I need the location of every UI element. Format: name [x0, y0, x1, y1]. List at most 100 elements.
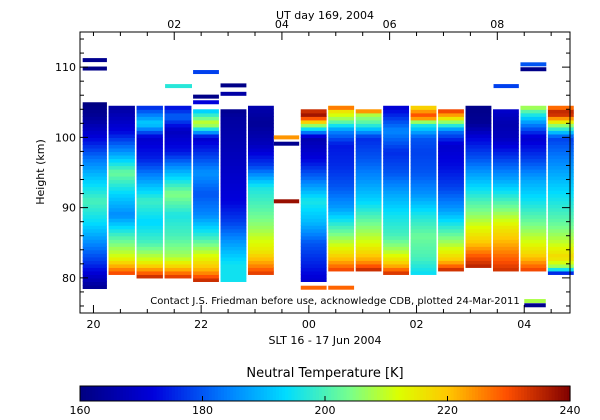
heatmap-cell [300, 137, 327, 142]
heatmap-cell [193, 207, 219, 212]
heatmap-cell [410, 112, 437, 117]
heatmap-cell [300, 119, 327, 124]
heatmap-cell [410, 228, 437, 233]
heatmap-cell [520, 158, 547, 163]
colorbar-segment [496, 386, 501, 401]
heatmap-cell [300, 221, 327, 226]
heatmap-cell [520, 204, 547, 209]
heatmap-cell [410, 207, 437, 212]
colorbar-segment [517, 386, 522, 401]
heatmap-cell [248, 214, 274, 219]
colorbar-segment [432, 386, 436, 401]
heatmap-cell [136, 147, 163, 153]
heatmap-cell [493, 130, 519, 135]
heatmap-cell [520, 211, 547, 216]
colorbar-segment [484, 386, 488, 401]
heatmap-cell [328, 165, 355, 170]
heatmap-cell [355, 158, 382, 163]
heatmap-cell [108, 137, 135, 142]
heatmap-cell [547, 161, 574, 167]
heatmap-cell [438, 225, 464, 230]
heatmap-cell [164, 183, 192, 188]
colorbar-segment [416, 386, 421, 401]
heatmap-cell [465, 137, 492, 142]
colorbar-segment [239, 386, 243, 401]
heatmap-cell [108, 165, 135, 170]
heatmap-cell [520, 256, 547, 261]
heatmap-cell [493, 158, 519, 163]
heatmap-cell [465, 147, 492, 153]
heatmap-cell [547, 214, 574, 219]
heatmap-cell [493, 249, 519, 254]
heatmap-cell [493, 242, 519, 247]
heatmap-cell [438, 232, 464, 237]
heatmap-cell [465, 126, 492, 131]
heatmap-cell [383, 183, 409, 188]
heatmap-cell [328, 235, 355, 240]
heatmap-cell [465, 256, 492, 261]
x-tick-label: 00 [302, 318, 316, 331]
heatmap-cell [193, 225, 219, 230]
heatmap-cell [136, 218, 163, 223]
heatmap-cell [108, 214, 135, 219]
colorbar-segment [181, 386, 185, 401]
colorbar-segment [230, 386, 234, 401]
colorbar-segment [187, 386, 191, 401]
heatmap-cell [220, 116, 247, 121]
heatmap-cell [220, 190, 247, 195]
heatmap-cell [328, 232, 355, 237]
heatmap-cell [300, 218, 327, 223]
heatmap-cell [82, 179, 107, 184]
heatmap-cell [164, 161, 192, 167]
heatmap-cell [248, 256, 274, 261]
heatmap-cell [493, 204, 519, 209]
heatmap-cell [383, 211, 409, 216]
heatmap-cell [547, 176, 574, 181]
heatmap-cell [300, 126, 327, 131]
heatmap-cell [220, 277, 247, 282]
heatmap-cell [355, 161, 382, 167]
heatmap-cell [383, 267, 409, 272]
heatmap-cell [547, 235, 574, 240]
colorbar-segment [530, 386, 534, 401]
heatmap-cell [520, 109, 547, 114]
colorbar-segment [113, 386, 118, 401]
heatmap-cell [136, 119, 163, 124]
heatmap-cell [438, 123, 464, 128]
heatmap-cell [220, 154, 247, 160]
heatmap-cell [82, 130, 107, 135]
heatmap-cell [300, 154, 327, 160]
heatmap-cell [410, 235, 437, 240]
heatmap-cell [193, 109, 219, 114]
heatmap-cell [328, 186, 355, 191]
heatmap-cell [108, 151, 135, 156]
colorbar-title: Neutral Temperature [K] [246, 366, 403, 381]
heatmap-cell [328, 158, 355, 163]
heatmap-cell [410, 211, 437, 216]
heatmap-cell [300, 176, 327, 181]
heatmap-cell [328, 151, 355, 156]
heatmap-cell [438, 183, 464, 188]
isolated-point [328, 285, 355, 290]
heatmap-cell [328, 179, 355, 184]
heatmap-cell [248, 260, 274, 265]
heatmap-cell [136, 246, 163, 251]
heatmap-cell [465, 239, 492, 244]
colorbar-segment [349, 386, 354, 401]
heatmap-cell [82, 239, 107, 244]
heatmap-cell [82, 284, 107, 290]
heatmap-cell [82, 204, 107, 209]
heatmap-cell [410, 242, 437, 247]
heatmap-cell [164, 123, 192, 128]
heatmap-cell [108, 267, 135, 272]
heatmap-cell [136, 105, 163, 110]
heatmap-cell [108, 176, 135, 181]
heatmap-cell [136, 214, 163, 219]
heatmap-cell [328, 168, 355, 174]
heatmap-cell [248, 176, 274, 181]
heatmap-cell [193, 228, 219, 233]
heatmap-cell [465, 204, 492, 209]
heatmap-cell [410, 144, 437, 149]
colorbar-segment [138, 386, 142, 401]
heatmap-cell [193, 158, 219, 163]
